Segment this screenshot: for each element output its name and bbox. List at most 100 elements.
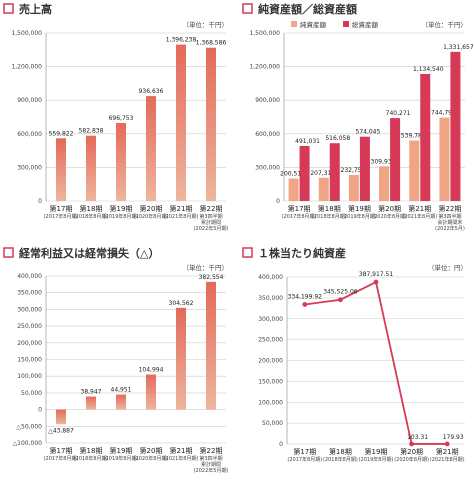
x-tick-label: 第19期: [365, 447, 388, 456]
y-tick-label: 150,000: [17, 357, 42, 364]
x-tick-sublabel: (2020年8月期): [134, 455, 169, 462]
x-tick-sublabel: (2017年8月期): [282, 213, 317, 220]
y-tick-label: 900,000: [17, 97, 42, 104]
data-label: 744,794: [431, 110, 456, 117]
x-tick-sublabel: (2021年8月期): [402, 213, 437, 220]
x-tick-sublabel: 第3四半期: [438, 213, 461, 220]
legend-swatch: [291, 21, 297, 27]
chart-title: 経常利益又は経常損失（△）: [19, 246, 159, 260]
y-tick-label: 250,000: [258, 337, 283, 344]
unit-label: （単位：円）: [428, 263, 467, 272]
bar: [420, 73, 431, 201]
bar: [86, 135, 96, 201]
x-tick-sublabel: (2019年8月期): [359, 456, 394, 463]
y-tick-label: 0: [38, 407, 42, 414]
bar: [288, 178, 299, 201]
ordinary-profit-chart: 経常利益又は経常損失（△） （単位：千円） △100,000 △50,000 0 50…: [3, 246, 229, 474]
x-tick-sublabel: (2018年8月期): [74, 455, 109, 462]
legend-swatch: [343, 21, 349, 27]
y-tick-label: 600,000: [255, 131, 280, 138]
x-tick-label: 第17期: [293, 447, 316, 456]
x-tick-sublabel: (2021年8月期): [164, 213, 199, 220]
data-label: 1,134,540: [413, 66, 444, 73]
bar: [206, 47, 216, 201]
y-tick-label: 50,000: [262, 420, 283, 427]
x-tick-sublabel: (2018年8月期): [74, 213, 109, 220]
bar: [56, 409, 66, 425]
x-tick-sublabel: (2017年8月期): [287, 456, 322, 463]
bar: [329, 143, 340, 201]
y-tick-label: 50,000: [21, 390, 42, 397]
x-tick-sublabel: (2021年8月期): [164, 455, 199, 462]
x-tick-label: 第17期: [50, 204, 73, 213]
unit-label: （単位：千円）: [183, 263, 229, 272]
y-tick-label: 300,000: [17, 164, 42, 171]
x-tick-label: 第17期: [50, 446, 73, 455]
chart-title: １株当たり純資産: [258, 246, 346, 260]
y-tick-label: 300,000: [17, 306, 42, 313]
data-label: 1,368,586: [196, 40, 227, 47]
data-label: 232,759: [341, 167, 366, 174]
title-marker-icon: [3, 247, 14, 258]
y-tick-label: △100,000: [13, 440, 43, 447]
x-tick-label: 第21期: [170, 204, 193, 213]
data-point: [444, 441, 450, 447]
y-tick-label: 100,000: [17, 373, 42, 380]
data-label: 207,318: [310, 170, 335, 177]
x-tick-label: 第22期: [438, 204, 461, 213]
x-tick-label: 第17期: [288, 204, 311, 213]
x-tick-label: 第22期: [200, 446, 223, 455]
y-tick-label: 1,200,000: [249, 64, 280, 71]
y-tick-label: 0: [279, 441, 283, 448]
data-point: [409, 441, 414, 447]
data-point: [338, 297, 343, 303]
data-label: 200,513: [280, 171, 305, 178]
data-label: 334,199.92: [288, 293, 323, 300]
y-tick-label: 900,000: [255, 97, 280, 104]
x-tick-sublabel: (2017年8月期): [44, 455, 79, 462]
x-tick-label: 第18期: [80, 204, 103, 213]
bps-chart-panel: １株当たり純資産 （単位：円） 0 50,000 100,000 150,000 200…: [237, 241, 474, 482]
y-tick-label: 300,000: [258, 316, 283, 323]
net-total-assets-chart: 純資産額／総資産額 （単位：千円） 0 300,000 600,000 900,000…: [242, 2, 474, 232]
y-tick-label: 400,000: [17, 273, 42, 280]
x-tick-sublabel: 会計期間末: [437, 219, 462, 226]
y-tick-label: 600,000: [17, 131, 42, 138]
bar: [146, 96, 156, 201]
x-tick-label: 第18期: [329, 447, 352, 456]
y-tick-label: 350,000: [17, 290, 42, 297]
data-label: 516,058: [325, 135, 350, 142]
bar: [390, 118, 401, 201]
bar: [299, 146, 310, 201]
data-label: 304,562: [169, 300, 194, 307]
bar: [116, 394, 126, 410]
data-label: 345,525.06: [323, 289, 358, 296]
x-tick-label: 第21期: [170, 446, 193, 455]
x-tick-sublabel: (2018年8月期): [312, 213, 347, 220]
x-tick-sublabel: (2022年5月): [435, 225, 465, 232]
data-label: 179.93: [443, 434, 464, 441]
data-label: 491,031: [295, 138, 320, 145]
data-label: 1,331,657: [443, 44, 474, 51]
bar: [206, 281, 216, 410]
x-tick-label: 第19期: [110, 204, 133, 213]
title-marker-icon: [242, 3, 253, 14]
data-point: [302, 302, 308, 307]
x-tick-label: 第20期: [378, 204, 401, 213]
y-tick-label: 200,000: [258, 358, 283, 365]
x-tick-sublabel: (2017年8月期): [44, 213, 79, 220]
data-label: 44,951: [111, 387, 132, 394]
data-label: 104,994: [139, 367, 164, 374]
title-marker-icon: [3, 3, 14, 14]
data-label: 382,554: [199, 274, 224, 281]
bar: [116, 122, 126, 201]
x-tick-label: 第18期: [80, 446, 103, 455]
y-tick-label: 250,000: [17, 323, 42, 330]
x-tick-label: 第19期: [348, 204, 371, 213]
bar: [450, 51, 461, 201]
y-tick-label: 400,000: [258, 274, 283, 281]
data-label: 103.31: [407, 434, 428, 441]
y-tick-label: 1,500,000: [11, 30, 42, 37]
x-tick-sublabel: (2022年5月期): [194, 225, 229, 232]
x-tick-label: 第20期: [140, 446, 163, 455]
